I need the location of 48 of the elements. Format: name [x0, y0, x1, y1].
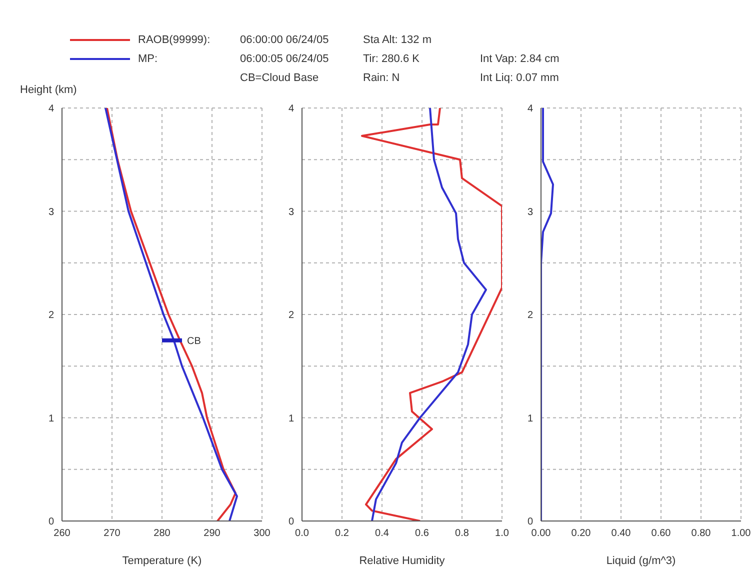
x-tick-label: 280 [154, 528, 171, 540]
x-tick-label: 300 [254, 528, 271, 540]
y-tick-label: 4 [48, 104, 54, 115]
y-tick-label: 4 [527, 104, 534, 115]
y-tick-label: 2 [288, 310, 294, 322]
x-tick-label: 0.4 [375, 528, 390, 540]
x-axis-title: Liquid (g/m^3) [606, 555, 676, 567]
x-tick-label: 0.6 [415, 528, 430, 540]
text: Int Vap: 2.84 cm [480, 53, 560, 65]
x-tick-label: 270 [104, 528, 121, 540]
y-axis-title: Height (km) [20, 84, 77, 96]
text: MP: [138, 53, 158, 65]
text: CB=Cloud Base [240, 72, 319, 84]
line-series [371, 108, 487, 521]
y-tick-label: 0 [48, 516, 54, 528]
x-tick-label: 0.20 [571, 528, 592, 540]
x-tick-label: 0.80 [691, 528, 712, 540]
text: Int Liq: 0.07 mm [480, 72, 559, 84]
x-tick-label: 0.60 [651, 528, 672, 540]
text: Tir: 280.6 K [363, 53, 420, 65]
y-tick-label: 0 [288, 516, 294, 528]
text: RAOB(99999): [138, 34, 210, 46]
x-tick-label: 260 [54, 528, 71, 540]
y-tick-label: 3 [527, 206, 534, 218]
y-tick-label: 1 [527, 413, 534, 424]
y-tick-label: 1 [48, 413, 54, 424]
y-tick-label: 0 [527, 516, 534, 528]
y-tick-label: 2 [527, 310, 534, 322]
y-tick-label: 3 [48, 206, 54, 218]
text: Sta Alt: 132 m [363, 34, 432, 46]
x-tick-label: 0.40 [611, 528, 632, 540]
y-tick-label: 2 [48, 310, 54, 322]
x-tick-label: 0.8 [455, 528, 470, 540]
x-tick-label: 0.0 [295, 528, 310, 540]
x-tick-label: 0.00 [531, 528, 552, 540]
text: Rain: N [363, 72, 400, 84]
x-tick-label: 1.00 [731, 528, 752, 540]
x-tick-label: 0.2 [335, 528, 350, 540]
text: 06:00:00 06/24/05 [240, 34, 329, 46]
text: 06:00:05 06/24/05 [240, 53, 329, 65]
x-tick-label: 290 [204, 528, 221, 540]
x-axis-title: Temperature (K) [122, 555, 202, 567]
y-tick-label: 1 [288, 413, 294, 424]
x-axis-title: Relative Humidity [359, 555, 446, 567]
annotation: CB [187, 336, 202, 347]
y-tick-label: 4 [288, 104, 294, 115]
x-tick-label: 1.0 [495, 528, 510, 540]
y-tick-label: 3 [288, 206, 294, 218]
